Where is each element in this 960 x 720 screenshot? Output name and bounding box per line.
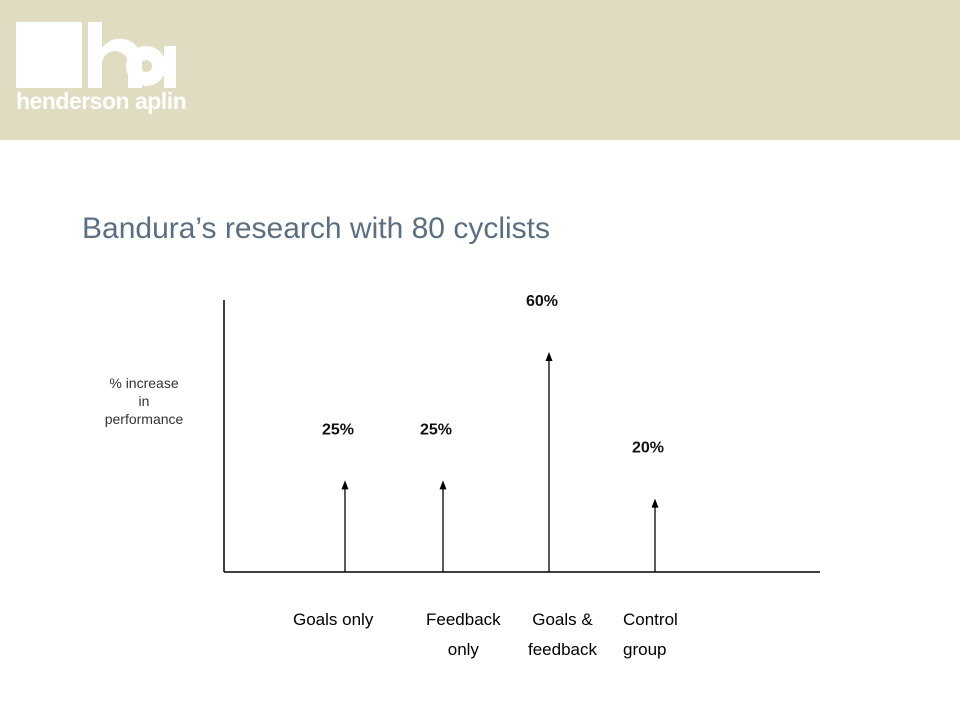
arrow-head	[651, 498, 659, 508]
logo-text: henderson aplin	[16, 88, 187, 114]
y-axis-label: % increase in performance	[88, 374, 200, 428]
category-label-goals-only: Goals only	[293, 610, 374, 629]
category-label-goals-feedback: Goals & feedback	[528, 610, 597, 659]
arrow-head	[545, 352, 553, 361]
y-axis-label-line: performance	[104, 411, 184, 427]
henderson-aplin-logo-icon	[16, 22, 176, 88]
category-label-control-group: Control group	[623, 610, 678, 659]
arrow-bar	[545, 352, 553, 572]
arrow-bar	[651, 498, 659, 572]
y-axis-label-line: % increase	[109, 375, 179, 391]
arrow-head	[439, 480, 447, 490]
y-axis-label-line: in	[138, 393, 150, 409]
data-label: 25%	[420, 421, 452, 438]
data-label: 60%	[526, 293, 558, 310]
data-label: 20%	[632, 440, 664, 457]
arrow-head	[341, 480, 349, 490]
arrow-bar	[341, 480, 349, 572]
arrow-bar	[439, 480, 447, 572]
page-title: Bandura’s research with 80 cyclists	[82, 212, 550, 245]
header-banner: henderson aplin	[0, 0, 960, 140]
data-label: 25%	[322, 421, 354, 438]
category-label-feedback-only: Feedback only	[426, 610, 501, 659]
